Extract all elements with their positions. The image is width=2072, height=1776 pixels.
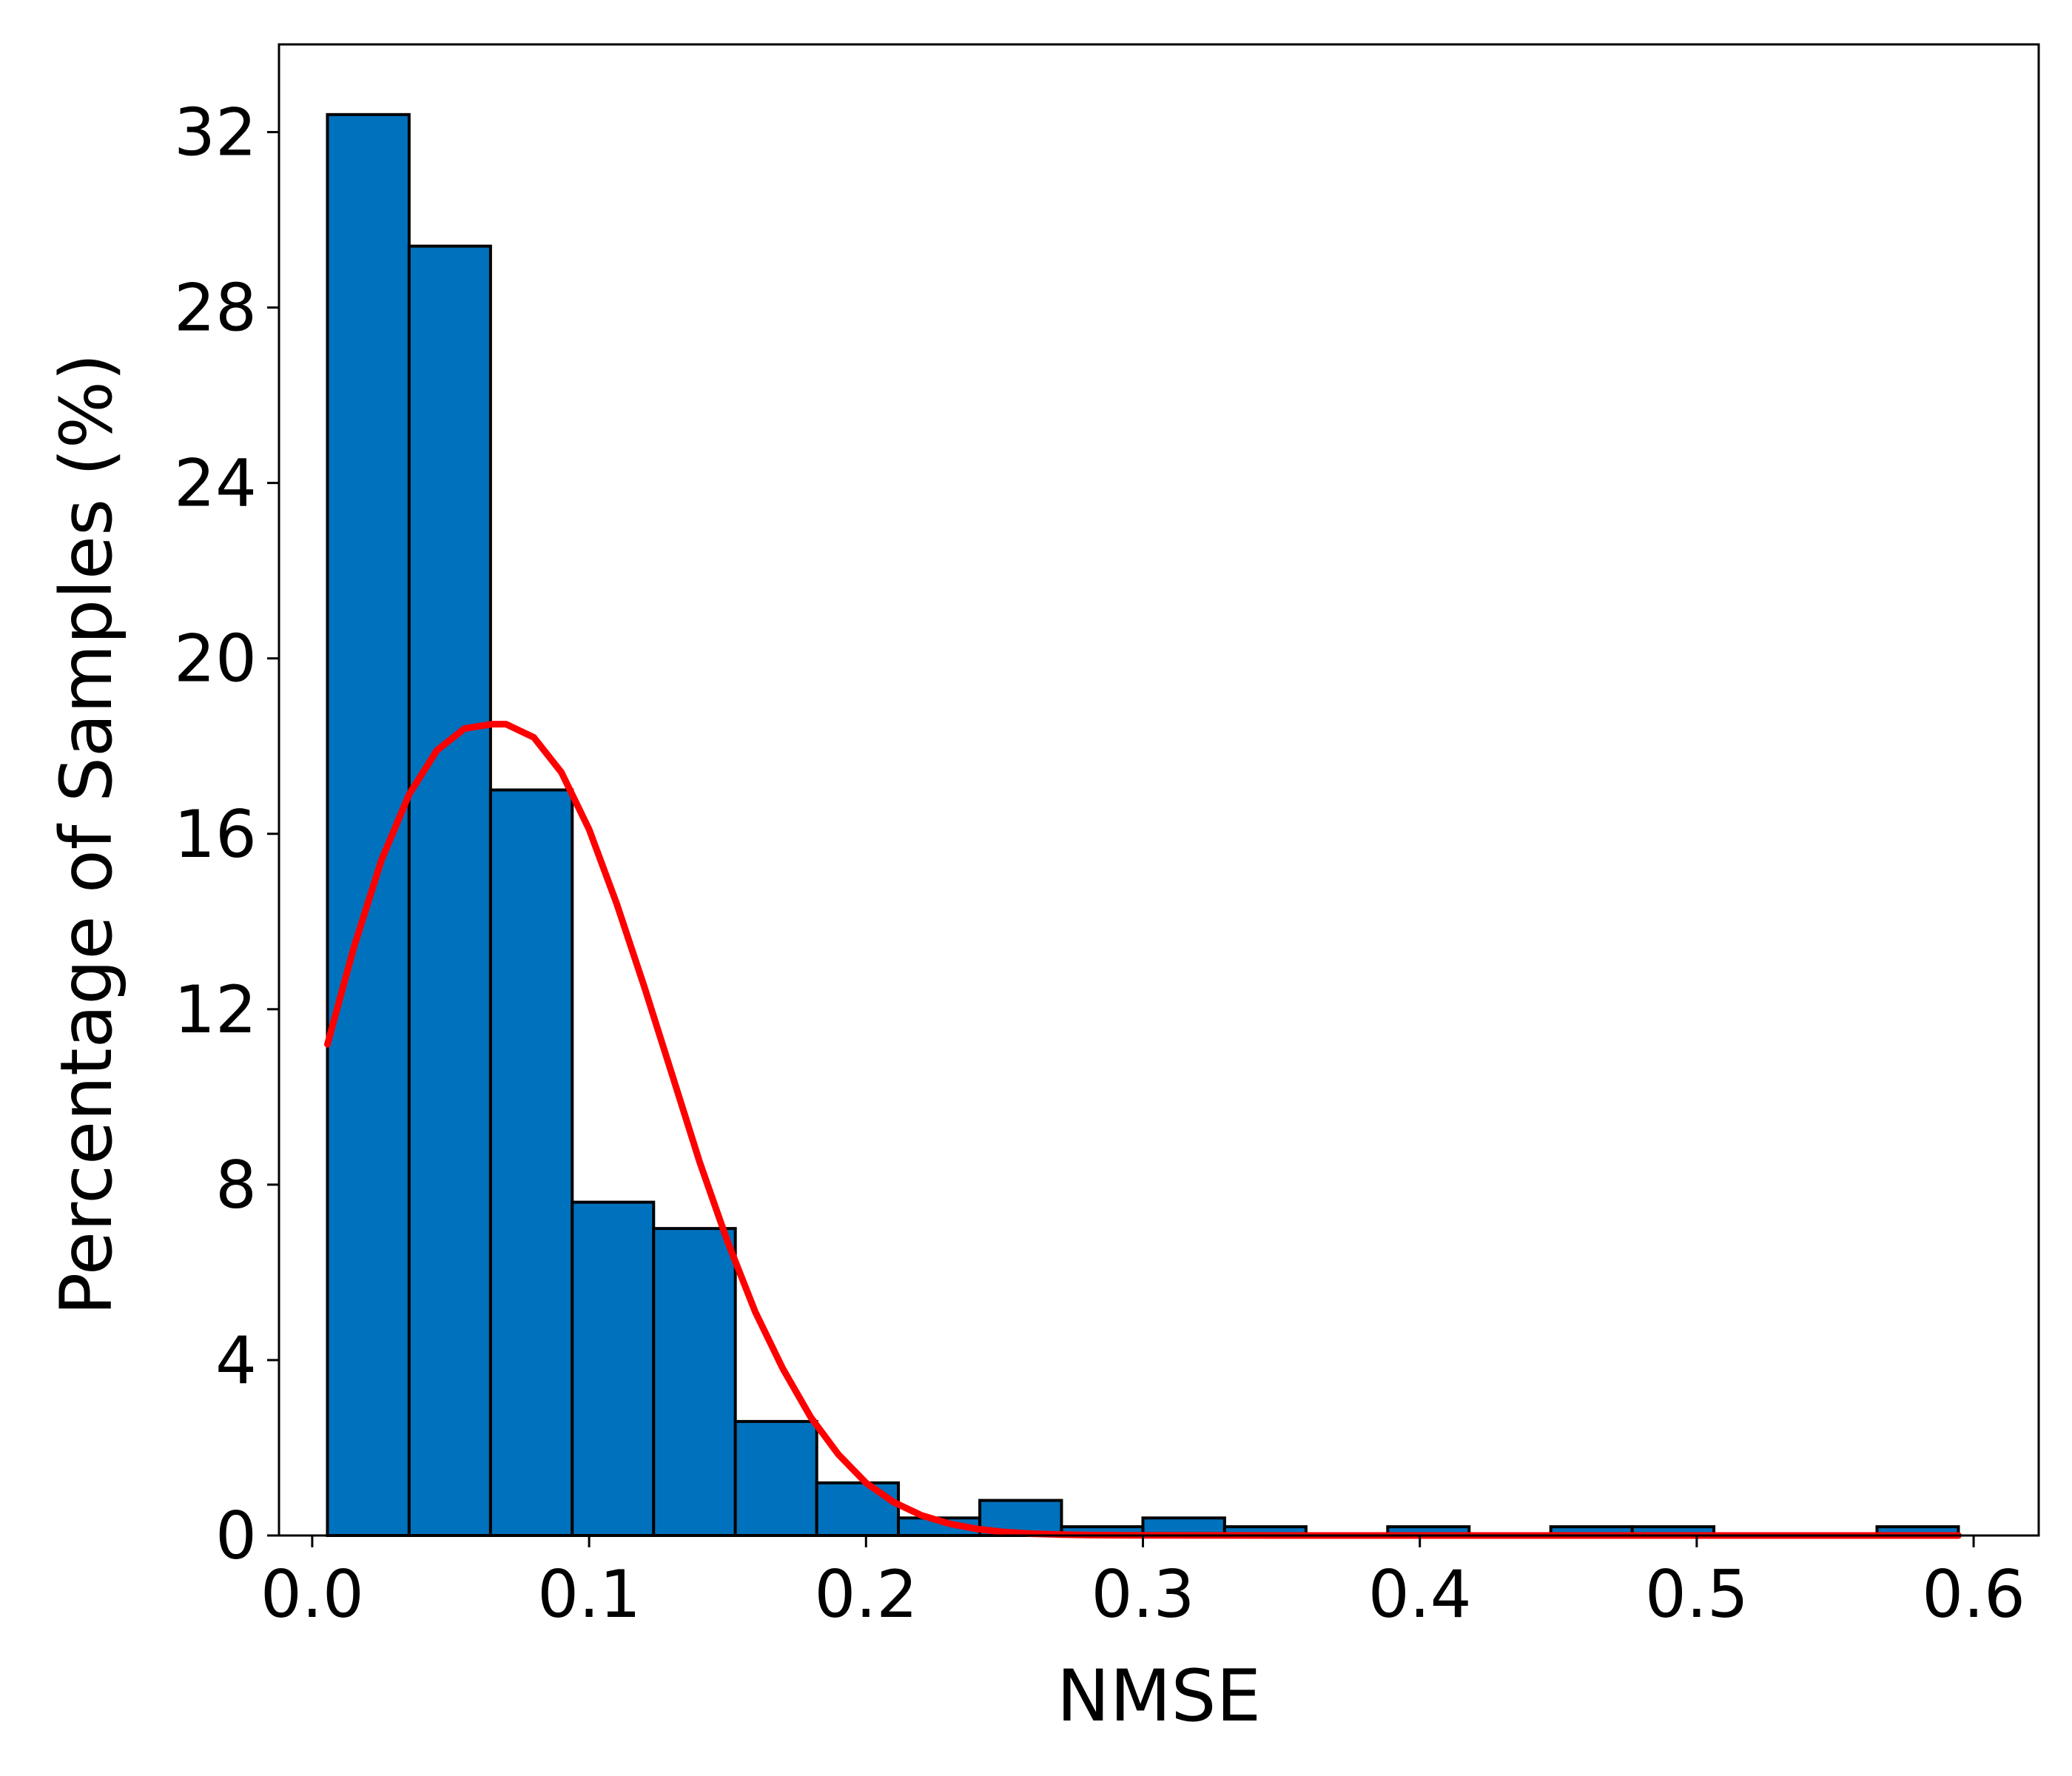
x-axis-ticks: 0.0 0.1 0.2 0.3 0.4 0.5 0.6 [260, 1536, 2025, 1632]
y-tick-label: 12 [174, 972, 257, 1048]
x-tick-label: 0.1 [537, 1556, 641, 1632]
y-axis-label: Percentage of Samples (%) [45, 353, 128, 1315]
y-tick-label: 0 [215, 1498, 257, 1574]
histogram-bar [815, 1481, 901, 1537]
x-axis-label: NMSE [1057, 1655, 1261, 1738]
x-tick-label: 0.2 [814, 1556, 918, 1632]
histogram-bar [407, 244, 492, 1537]
y-tick-label: 4 [215, 1322, 257, 1399]
x-tick-label: 0.0 [260, 1556, 364, 1632]
histogram-bar [571, 1200, 656, 1538]
y-tick-label: 8 [215, 1147, 257, 1223]
y-axis-ticks: 0 4 8 12 16 20 24 28 32 [174, 95, 279, 1574]
y-tick-label: 28 [174, 270, 257, 346]
x-tick-label: 0.3 [1092, 1556, 1195, 1632]
histogram-bar [488, 788, 574, 1537]
x-tick-label: 0.6 [1922, 1556, 2025, 1632]
y-tick-label: 20 [174, 621, 257, 697]
histogram-bar [733, 1419, 818, 1537]
y-tick-label: 24 [174, 445, 257, 522]
x-tick-label: 0.4 [1368, 1556, 1472, 1632]
x-tick-label: 0.5 [1645, 1556, 1749, 1632]
y-tick-label: 16 [174, 796, 257, 872]
y-tick-label: 32 [174, 95, 257, 171]
histogram-bar [652, 1227, 737, 1538]
plot-frame [278, 43, 2040, 1537]
